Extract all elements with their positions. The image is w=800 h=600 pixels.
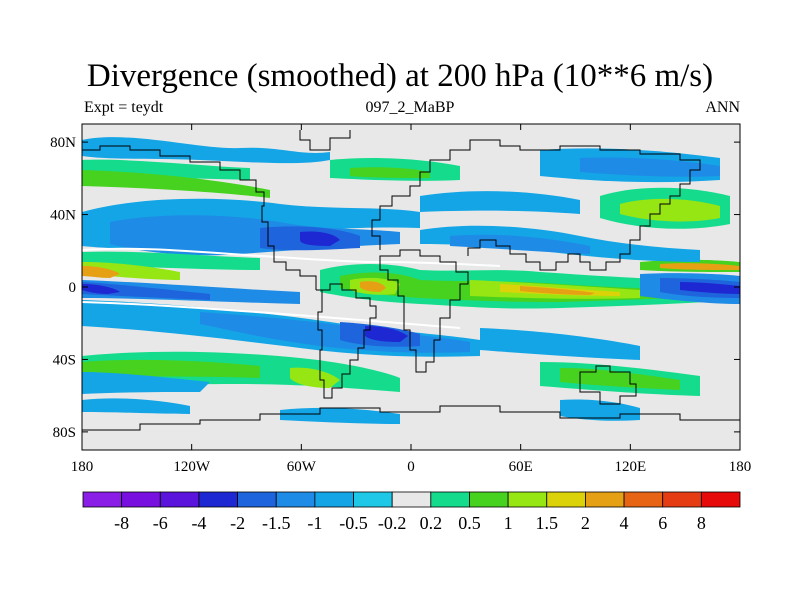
colorbar-swatch — [700, 491, 741, 508]
colorbar-label: -0.2 — [378, 513, 407, 533]
y-tick-label: 40S — [53, 352, 76, 368]
colorbar-label: -6 — [153, 513, 168, 533]
colorbar-swatch — [469, 491, 509, 508]
colorbar-swatch — [314, 491, 354, 508]
plot-title: Divergence (smoothed) at 200 hPa (10**6 … — [86, 58, 714, 94]
x-tick-label: 60W — [287, 459, 317, 475]
colorbar-swatch — [546, 491, 586, 508]
colorbar-label: 2 — [581, 513, 590, 533]
colorbar-swatch — [623, 491, 664, 508]
x-tick-label: 60E — [509, 459, 533, 475]
colorbar-swatch — [198, 491, 238, 508]
x-tick-label: 0 — [407, 459, 415, 475]
axis-ticks: 180 120W 60W 0 60E 120E 180 80N 40N 0 40S 80S — [50, 124, 751, 475]
colorbar-swatch — [159, 491, 200, 508]
colorbar-swatch — [662, 491, 702, 508]
colorbar-label: 6 — [658, 513, 667, 533]
season-label: ANN — [705, 99, 740, 116]
y-tick-label: 0 — [69, 280, 77, 296]
y-tick-label: 80N — [50, 135, 76, 151]
colorbar-label: 0.2 — [420, 513, 443, 533]
colorbar-label: -1.5 — [262, 513, 291, 533]
colorbar: -8 -6 -4 -2 -1.5 -1 -0.5 -0.2 0.2 0.5 1 1.5 2 4 6 8 — [82, 491, 741, 533]
colorbar-label: 8 — [697, 513, 706, 533]
divergence-field — [82, 137, 740, 424]
colorbar-swatch — [507, 491, 548, 508]
colorbar-swatch — [237, 491, 277, 508]
colorbar-swatch — [430, 491, 470, 508]
y-tick-label: 40N — [50, 208, 76, 224]
x-tick-label: 120W — [173, 459, 211, 475]
colorbar-label: -2 — [230, 513, 245, 533]
colorbar-swatch — [353, 491, 393, 508]
colorbar-swatch — [82, 491, 123, 508]
colorbar-label: 1 — [504, 513, 513, 533]
colorbar-label: 1.5 — [536, 513, 559, 533]
colorbar-label: -8 — [114, 513, 129, 533]
colorbar-label: -4 — [191, 513, 206, 533]
case-label: 097_2_MaBP — [365, 99, 455, 116]
colorbar-swatch — [121, 491, 161, 508]
colorbar-label: 4 — [620, 513, 629, 533]
colorbar-label: -1 — [307, 513, 322, 533]
x-tick-label: 120E — [614, 459, 646, 475]
coastlines — [82, 130, 740, 431]
zero-contour-lines — [82, 247, 501, 329]
colorbar-label: -0.5 — [339, 513, 368, 533]
colorbar-swatch — [391, 491, 432, 508]
x-tick-label: 180 — [729, 459, 752, 475]
y-tick-label: 80S — [53, 425, 76, 441]
x-tick-label: 180 — [71, 459, 94, 475]
colorbar-label: 0.5 — [458, 513, 481, 533]
experiment-label: Expt = teydt — [84, 99, 164, 116]
colorbar-swatch — [585, 491, 625, 508]
colorbar-swatch — [275, 491, 316, 508]
